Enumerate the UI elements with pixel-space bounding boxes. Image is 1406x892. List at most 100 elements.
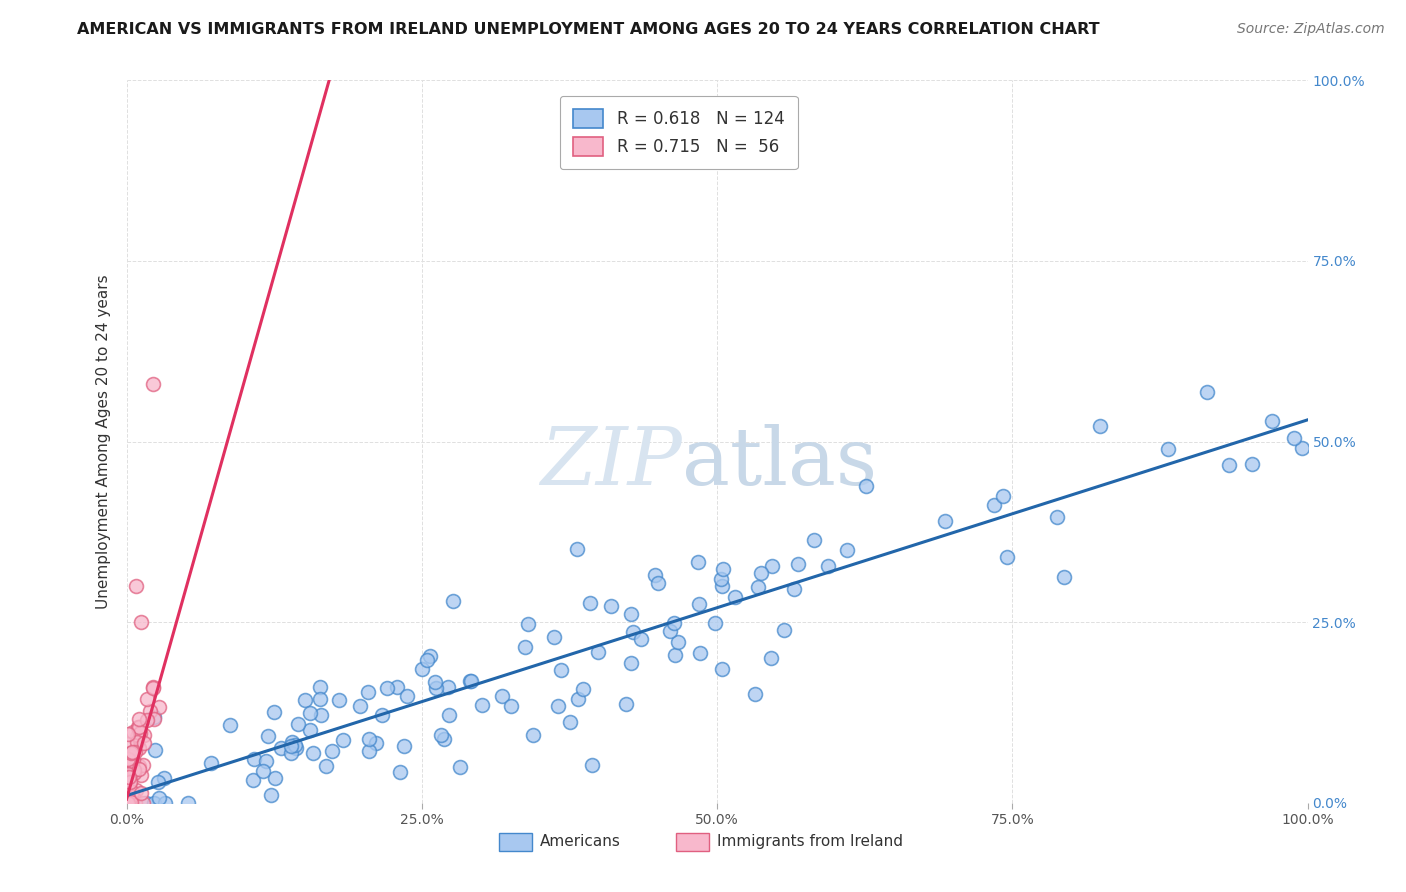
Point	[1291, 441, 1313, 455]
Point	[128, 762, 150, 776]
FancyBboxPatch shape	[499, 833, 531, 851]
Point	[437, 680, 460, 694]
Point	[620, 607, 643, 621]
Point	[364, 736, 387, 750]
Point	[128, 759, 150, 773]
Point	[1261, 414, 1284, 428]
Point	[1240, 457, 1263, 471]
Point	[835, 542, 858, 557]
Point	[614, 697, 637, 711]
Point	[744, 687, 766, 701]
Point	[117, 796, 139, 810]
Point	[115, 737, 138, 751]
Point	[357, 731, 380, 746]
Point	[1156, 442, 1178, 457]
Point	[281, 735, 304, 749]
Point	[515, 640, 537, 655]
Point	[120, 774, 142, 789]
Point	[664, 616, 686, 631]
FancyBboxPatch shape	[676, 833, 709, 851]
Point	[115, 763, 138, 777]
Point	[117, 727, 139, 741]
Point	[128, 712, 150, 726]
Point	[122, 725, 145, 739]
Point	[621, 625, 644, 640]
Point	[416, 653, 439, 667]
Point	[437, 708, 460, 723]
Point	[371, 707, 394, 722]
Text: Source: ZipAtlas.com: Source: ZipAtlas.com	[1237, 22, 1385, 37]
Point	[359, 744, 381, 758]
Point	[423, 675, 446, 690]
Point	[689, 646, 711, 660]
Point	[787, 557, 810, 571]
Point	[1088, 418, 1111, 433]
Point	[121, 745, 143, 759]
Point	[1195, 384, 1218, 399]
Point	[148, 791, 170, 805]
Point	[117, 777, 139, 791]
Point	[124, 766, 146, 780]
Point	[567, 691, 589, 706]
Point	[125, 579, 148, 593]
Point	[1284, 431, 1306, 445]
Point	[117, 767, 139, 781]
Point	[117, 757, 139, 772]
Point	[315, 759, 337, 773]
Point	[997, 549, 1019, 564]
Point	[117, 771, 139, 785]
Text: AMERICAN VS IMMIGRANTS FROM IRELAND UNEMPLOYMENT AMONG AGES 20 TO 24 YEARS CORRE: AMERICAN VS IMMIGRANTS FROM IRELAND UNEM…	[77, 22, 1099, 37]
Point	[783, 582, 806, 596]
Point	[143, 743, 166, 757]
Point	[132, 728, 155, 742]
Point	[449, 760, 471, 774]
Point	[263, 706, 285, 720]
Point	[299, 723, 322, 737]
Point	[143, 712, 166, 726]
Point	[579, 596, 602, 610]
Point	[321, 744, 343, 758]
Point	[388, 764, 411, 779]
Point	[855, 478, 877, 492]
Point	[349, 698, 371, 713]
Point	[803, 533, 825, 548]
Point	[284, 741, 307, 756]
Text: Americans: Americans	[540, 834, 621, 849]
Point	[141, 376, 163, 391]
Y-axis label: Unemployment Among Ages 20 to 24 years: Unemployment Among Ages 20 to 24 years	[96, 274, 111, 609]
Point	[1053, 570, 1076, 584]
Point	[254, 754, 277, 768]
Point	[127, 728, 149, 742]
Point	[142, 680, 165, 694]
Point	[664, 648, 686, 663]
Point	[129, 615, 152, 630]
Point	[136, 691, 159, 706]
Point	[772, 623, 794, 637]
Point	[131, 796, 153, 810]
Point	[124, 745, 146, 759]
Point	[177, 796, 200, 810]
Point	[581, 757, 603, 772]
Point	[749, 566, 772, 580]
Point	[129, 726, 152, 740]
Point	[308, 680, 330, 694]
Point	[252, 764, 274, 778]
Point	[120, 746, 142, 760]
Point	[517, 617, 540, 632]
Point	[458, 673, 481, 688]
Point	[117, 796, 139, 810]
Point	[759, 650, 782, 665]
Point	[659, 624, 682, 638]
Point	[470, 698, 492, 712]
Point	[302, 746, 325, 760]
Point	[547, 698, 569, 713]
Point	[991, 489, 1014, 503]
Point	[260, 788, 283, 802]
Point	[311, 707, 333, 722]
Point	[432, 731, 454, 746]
Point	[219, 717, 242, 731]
Text: Immigrants from Ireland: Immigrants from Ireland	[717, 834, 903, 849]
Point	[280, 746, 302, 760]
Point	[125, 782, 148, 797]
Point	[558, 714, 581, 729]
